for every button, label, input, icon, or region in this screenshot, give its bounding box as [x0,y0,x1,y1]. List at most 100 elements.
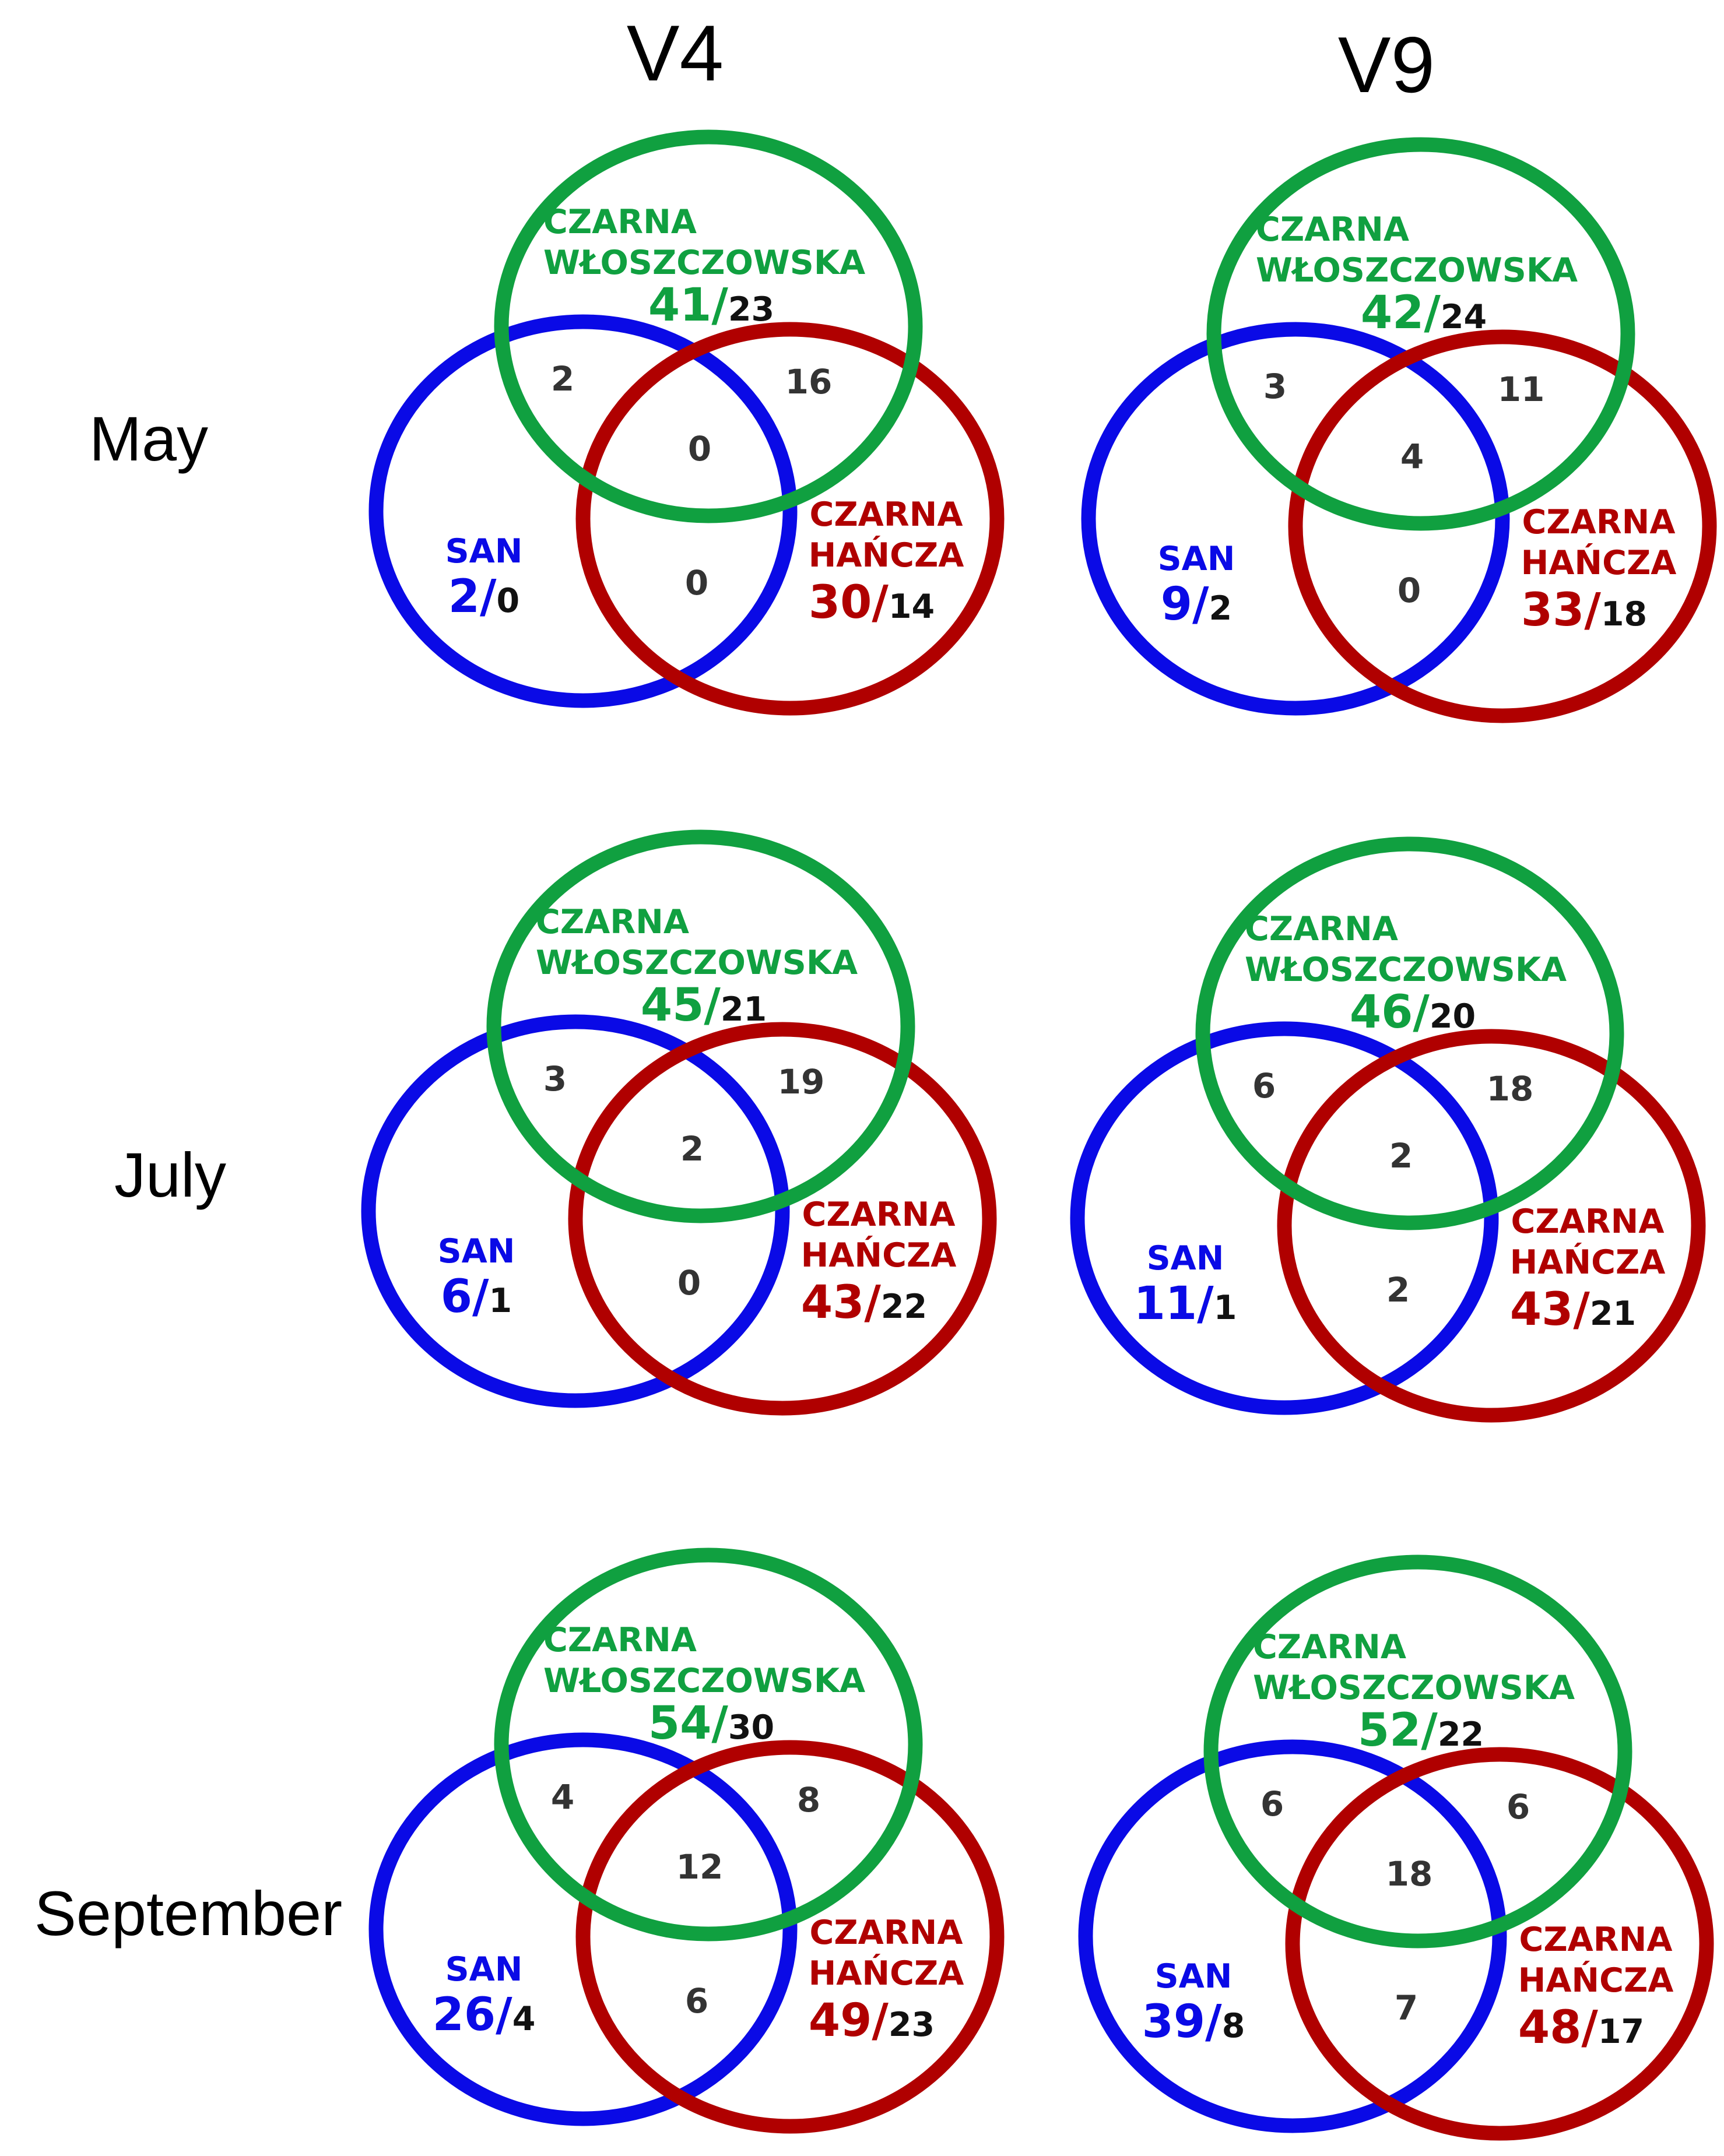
row-header-september: September [34,1878,342,1949]
overlap-all-three: 18 [1386,1854,1433,1894]
san-circle [1081,322,1510,716]
czarna-wloszczowska-label: WŁOSZCZOWSKA [536,944,858,982]
overlap-all-three: 2 [1389,1136,1413,1176]
overlap-san-czarna-hancza: 6 [685,1981,708,2021]
czarna-hancza-label: HAŃCZA [1521,543,1677,582]
overlap-czarna-wloszczowska-czarna-hancza: 11 [1498,370,1545,409]
czarna-hancza-circle [575,322,1005,716]
czarna-wloszczowska-count: 52/22 [1358,1704,1484,1757]
overlap-san-czarna-wloszczowska: 3 [543,1059,567,1099]
czarna-wloszczowska-label: WŁOSZCZOWSKA [1253,1669,1575,1707]
overlap-san-czarna-hancza: 0 [685,563,708,603]
san-count: 9/2 [1161,578,1232,631]
san-circle [368,314,798,708]
venn-diagrams: CZARNAWŁOSZCZOWSKA41/23CZARNAHAŃCZA30/14… [361,129,1717,2141]
czarna-wloszczowska-count: 54/30 [648,1697,774,1750]
czarna-hancza-circle [1285,1747,1714,2141]
overlap-san-czarna-hancza: 2 [1386,1270,1410,1310]
czarna-wloszczowska-circle [486,829,915,1223]
overlap-czarna-wloszczowska-czarna-hancza: 18 [1487,1069,1534,1109]
venn-diagram-september-v9: CZARNAWŁOSZCZOWSKA52/22CZARNAHAŃCZA48/17… [1078,1554,1714,2141]
overlap-san-czarna-hancza: 7 [1395,1988,1418,2028]
overlap-san-czarna-wloszczowska: 3 [1263,367,1287,406]
venn-diagram-september-v4: CZARNAWŁOSZCZOWSKA54/30CZARNAHAŃCZA49/23… [368,1547,1005,2134]
san-count: 2/0 [448,571,519,623]
czarna-wloszczowska-label: WŁOSZCZOWSKA [1256,251,1578,290]
row-header-july: July [114,1139,226,1210]
czarna-wloszczowska-label: CZARNA [1245,910,1398,948]
czarna-hancza-circle [575,1740,1005,2134]
czarna-hancza-count: 48/17 [1518,2002,1644,2054]
san-count: 26/4 [433,1989,536,2041]
overlap-czarna-wloszczowska-czarna-hancza: 19 [778,1062,825,1102]
czarna-hancza-label: HAŃCZA [801,1235,957,1275]
czarna-wloszczowska-circle [1203,1554,1632,1949]
czarna-hancza-count: 49/23 [809,1995,935,2047]
czarna-hancza-circle [568,1022,997,1416]
czarna-wloszczowska-count: 46/20 [1350,986,1476,1039]
overlap-san-czarna-wloszczowska: 6 [1260,1784,1284,1824]
czarna-wloszczowska-circle [1206,137,1635,531]
san-circle [1078,1739,1507,2133]
czarna-wloszczowska-label: WŁOSZCZOWSKA [543,244,865,282]
czarna-wloszczowska-label: CZARNA [536,903,689,941]
czarna-wloszczowska-label: CZARNA [1253,1628,1406,1666]
czarna-wloszczowska-label: WŁOSZCZOWSKA [1245,951,1567,989]
czarna-hancza-count: 43/22 [801,1276,927,1329]
venn-diagram-july-v9: CZARNAWŁOSZCZOWSKA46/20CZARNAHAŃCZA43/21… [1070,836,1706,1423]
czarna-wloszczowska-count: 42/24 [1361,287,1487,339]
czarna-hancza-label: CZARNA [1522,503,1676,541]
overlap-san-czarna-hancza: 0 [1398,571,1421,610]
venn-diagram-july-v4: CZARNAWŁOSZCZOWSKA45/21CZARNAHAŃCZA43/22… [361,829,997,1416]
czarna-hancza-count: 30/14 [809,576,935,629]
san-label: SAN [1155,1957,1233,1996]
czarna-hancza-label: CZARNA [1519,1921,1673,1959]
overlap-san-czarna-wloszczowska: 2 [551,359,574,399]
czarna-hancza-label: HAŃCZA [1510,1242,1666,1282]
column-header-v4: V4 [627,9,724,97]
row-header-may: May [89,403,208,474]
overlap-all-three: 12 [676,1847,724,1887]
czarna-hancza-label: CZARNA [810,495,963,534]
czarna-wloszczowska-circle [494,129,923,523]
czarna-hancza-label: CZARNA [1511,1202,1665,1241]
venn-diagram-may-v9: CZARNAWŁOSZCZOWSKA42/24CZARNAHAŃCZA33/18… [1081,137,1717,723]
overlap-czarna-wloszczowska-czarna-hancza: 16 [785,362,833,402]
czarna-hancza-label: CZARNA [802,1195,956,1234]
czarna-hancza-label: HAŃCZA [809,1953,964,1993]
san-label: SAN [1158,540,1235,578]
czarna-hancza-label: HAŃCZA [1518,1960,1674,2000]
san-circle [361,1014,790,1408]
czarna-wloszczowska-count: 41/23 [648,279,774,332]
overlap-san-czarna-wloszczowska: 6 [1252,1066,1276,1106]
overlap-san-czarna-hancza: 0 [677,1263,701,1303]
san-label: SAN [1147,1239,1224,1278]
czarna-hancza-count: 43/21 [1510,1283,1636,1336]
overlap-all-three: 4 [1400,437,1424,476]
overlap-czarna-wloszczowska-czarna-hancza: 6 [1507,1787,1530,1827]
san-label: SAN [445,1950,523,1989]
czarna-hancza-count: 33/18 [1521,584,1647,636]
san-count: 39/8 [1142,1996,1245,2048]
czarna-hancza-label: CZARNA [810,1914,963,1952]
san-circle [368,1732,798,2126]
czarna-wloszczowska-label: CZARNA [543,1621,697,1659]
czarna-wloszczowska-label: WŁOSZCZOWSKA [543,1662,865,1700]
overlap-san-czarna-wloszczowska: 4 [551,1777,574,1817]
column-header-v9: V9 [1338,20,1435,109]
overlap-all-three: 0 [688,429,711,469]
czarna-hancza-label: HAŃCZA [809,535,964,575]
venn-diagram-may-v4: CZARNAWŁOSZCZOWSKA41/23CZARNAHAŃCZA30/14… [368,129,1005,716]
san-label: SAN [438,1232,515,1271]
czarna-wloszczowska-circle [1195,836,1624,1230]
san-circle [1070,1021,1499,1415]
san-count: 11/1 [1134,1278,1237,1330]
czarna-wloszczowska-label: CZARNA [1256,210,1409,249]
czarna-hancza-circle [1277,1029,1706,1423]
overlap-all-three: 2 [680,1129,704,1169]
czarna-wloszczowska-circle [494,1547,923,1942]
san-count: 6/1 [441,1271,512,1323]
san-label: SAN [445,532,523,571]
czarna-wloszczowska-label: CZARNA [543,203,697,241]
